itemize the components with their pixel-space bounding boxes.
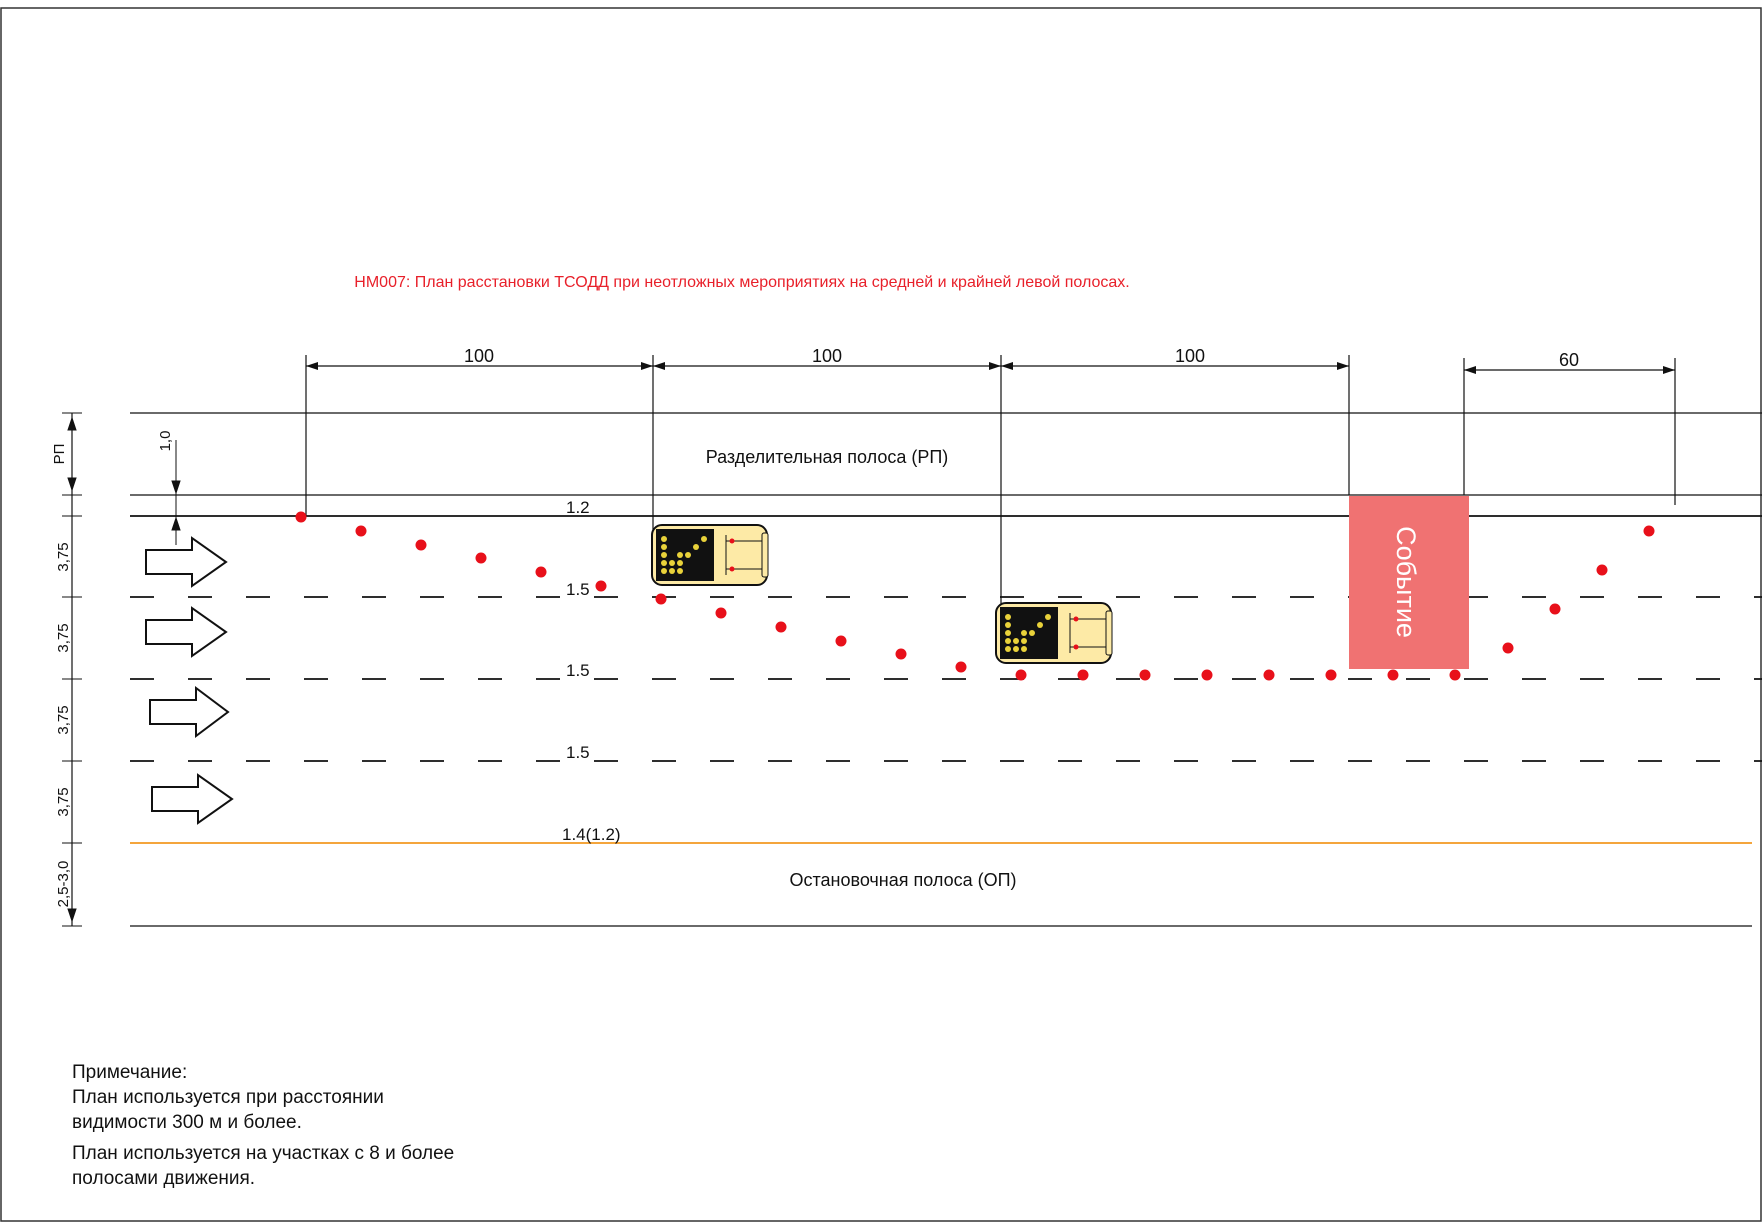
cone-icon [295,511,307,523]
vdim-label-lane-2: 3,75 [55,623,72,652]
vdim-arrow [67,477,77,492]
shoulder-label: Остановочная полоса (ОП) [789,870,1016,890]
vdim-label-shoulder: 2,5-3,0 [55,861,72,908]
cone-group [295,511,1655,681]
cone-icon [1201,669,1213,681]
cone-icon [1549,603,1561,615]
arrow-right-icon [151,773,234,825]
scheme-title: НМ007: План расстановки ТСОДД при неотло… [354,274,1129,291]
road-lines [130,412,1762,927]
marking-label-lane-3: 1.5 [566,743,590,762]
offset-dim-arrow [171,516,181,531]
arrow-board-vehicle-icon [995,602,1113,664]
cone-icon [775,621,787,633]
arrow-board-vehicle-icon [651,524,769,586]
cone-icon [1139,669,1151,681]
event-zone [1349,496,1469,669]
spacing-labels: 100 100 100 60 [464,346,1579,370]
dim-label-3: 100 [1175,346,1205,366]
cone-icon [1263,669,1275,681]
page-frame [0,7,1762,1222]
vdim-arrow [67,908,77,923]
notes-heading: Примечание: [72,1062,188,1083]
arrow-right-icon [145,606,228,658]
cone-icon [1015,669,1027,681]
cone-icon [1077,669,1089,681]
marking-label-lane-2: 1.5 [566,661,590,680]
median-label: Разделительная полоса (РП) [706,447,949,467]
vdim-arrow [67,416,77,431]
cone-icon [955,661,967,673]
arrow-right-icon [145,536,228,588]
vertical-dimension-chain [62,412,181,927]
dim-label-2: 100 [812,346,842,366]
marking-labels: 1.2 1.5 1.5 1.5 1.4(1.2) [562,498,621,844]
dim-label-1: 100 [464,346,494,366]
offset-dim-arrow [171,480,181,495]
cone-icon [835,635,847,647]
marking-label-lane-1: 1.5 [566,580,590,599]
cone-icon [1449,669,1461,681]
cone-icon [475,552,487,564]
notes-line: План используется на участках с 8 и боле… [72,1143,455,1164]
vdim-label-lane-1: 3,75 [55,542,72,571]
notes-block: Примечание: План используется при рассто… [72,1060,454,1191]
marking-label-edge-bottom: 1.4(1.2) [562,825,621,844]
arrow-right-icon [149,686,230,738]
notes-line: видимости 300 м и более. [72,1112,302,1133]
cone-icon [895,648,907,660]
cone-icon [535,566,547,578]
notes-line: План используется при расстоянии [72,1087,384,1108]
vdim-label-median: РП [51,444,68,465]
vdim-label-offset: 1,0 [157,431,174,452]
vdim-label-lane-4: 3,75 [55,787,72,816]
vdim-label-lane-3: 3,75 [55,705,72,734]
cone-icon [1643,525,1655,537]
marking-label-edge-top: 1.2 [566,498,590,517]
vertical-dimension-labels: РП 1,0 3,75 3,75 3,75 3,75 2,5-3,0 [51,431,174,908]
cone-icon [415,539,427,551]
traffic-arrows [145,536,234,825]
cone-icon [1596,564,1608,576]
cone-icon [655,593,667,605]
cone-icon [595,580,607,592]
cone-icon [1502,642,1514,654]
spacing-dimensions [305,355,1676,612]
cone-icon [1325,669,1337,681]
event-label: Событие [1391,526,1421,638]
cone-icon [715,607,727,619]
cone-icon [355,525,367,537]
cone-icon [1387,669,1399,681]
dim-label-taper: 60 [1559,350,1579,370]
notes-line: полосами движения. [72,1168,256,1189]
